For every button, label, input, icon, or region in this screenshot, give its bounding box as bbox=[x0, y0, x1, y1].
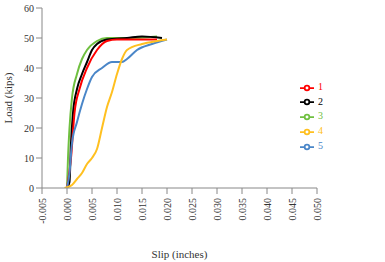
svg-text:20: 20 bbox=[24, 123, 34, 134]
svg-text:50: 50 bbox=[24, 33, 34, 44]
html-text:4: 4 bbox=[318, 125, 323, 137]
svg-text:0.045: 0.045 bbox=[287, 198, 298, 221]
svg-text:0.050: 0.050 bbox=[312, 198, 323, 221]
svg-text:0.005: 0.005 bbox=[87, 198, 98, 221]
svg-text:0.010: 0.010 bbox=[112, 198, 123, 221]
svg-text:30: 30 bbox=[24, 93, 34, 104]
svg-text:Slip (inches): Slip (inches) bbox=[152, 248, 208, 261]
svg-text:Load (kips): Load (kips) bbox=[8, 72, 15, 123]
svg-text:0.020: 0.020 bbox=[162, 198, 173, 221]
html-text:3: 3 bbox=[318, 110, 323, 122]
html-text:5: 5 bbox=[318, 139, 323, 151]
html-text:1: 1 bbox=[318, 81, 323, 92]
svg-text:0.030: 0.030 bbox=[212, 198, 223, 221]
svg-text:0.015: 0.015 bbox=[137, 198, 148, 221]
svg-text:-0.005: -0.005 bbox=[37, 198, 48, 224]
svg-text:0.035: 0.035 bbox=[237, 198, 248, 221]
html-text:2: 2 bbox=[318, 95, 323, 107]
svg-text:10: 10 bbox=[24, 153, 34, 164]
svg-text:40: 40 bbox=[24, 63, 34, 74]
svg-text:60: 60 bbox=[24, 3, 34, 14]
svg-text:0.000: 0.000 bbox=[62, 198, 73, 221]
svg-text:0: 0 bbox=[29, 183, 34, 194]
svg-text:0.025: 0.025 bbox=[187, 198, 198, 221]
svg-text:0.040: 0.040 bbox=[262, 198, 273, 221]
